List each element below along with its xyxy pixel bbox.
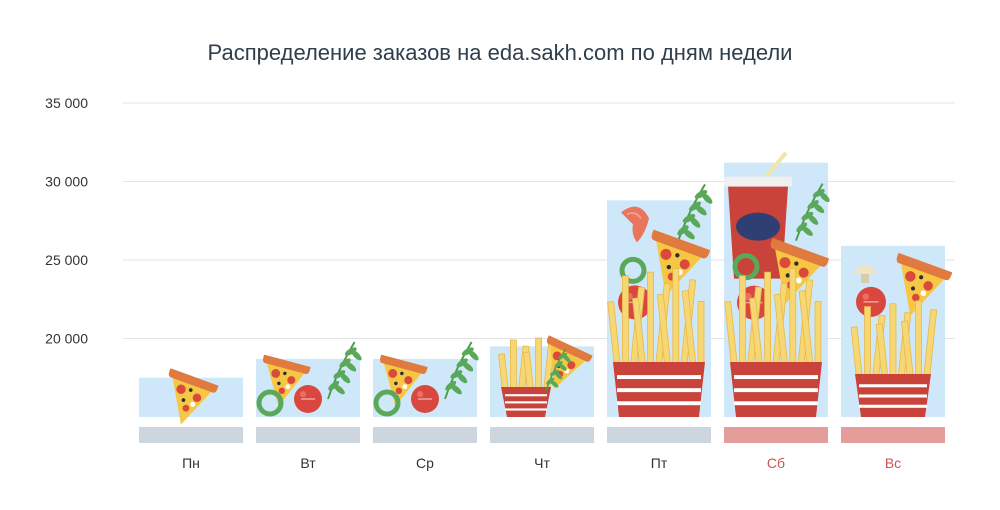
herb-icon [676,183,713,245]
mushroom-icon [852,264,878,283]
x-tick-label: Пт [651,455,668,471]
herb-icon [545,348,571,392]
y-tick-label: 30 000 [45,174,88,190]
bar-illustration [498,335,593,417]
day-base-strip [607,427,711,443]
day-base-strip [256,427,360,443]
food-illustrations [168,151,953,425]
french-fries-icon [724,268,822,417]
day-base-strip [490,427,594,443]
y-tick-label: 35 000 [45,95,88,111]
y-tick-label: 25 000 [45,252,88,268]
tomato-icon [856,286,886,317]
bar-illustration [373,341,479,417]
shrimp-icon [621,206,649,243]
bars [139,162,945,417]
day-base-strips [139,427,945,443]
grid-lines [123,102,955,339]
bar-illustration [850,252,953,417]
bell-pepper-icon [256,389,284,417]
bar-illustration [607,183,713,417]
day-base-strip [373,427,477,443]
herb-icon [795,183,830,241]
herb-icon [444,341,479,400]
day-base-strip [139,427,243,443]
bell-pepper-icon [732,253,760,281]
chart-title: Распределение заказов на eda.sakh.com по… [207,40,793,65]
day-base-strip [724,427,828,443]
x-tick-label: Сб [767,455,785,471]
y-axis-ticks: 20 000 25 000 30 000 35 000 [45,95,88,347]
day-base-strip [841,427,945,443]
french-fries-icon [607,268,705,417]
x-tick-label: Вт [300,455,316,471]
x-tick-label: Вс [885,455,901,471]
herb-icon [327,341,362,400]
tomato-icon [411,385,439,413]
pizza-slice-icon [896,252,953,316]
tomato-icon [294,385,322,413]
bell-pepper-icon [619,256,647,284]
x-tick-label: Ср [416,455,434,471]
pizza-slice-icon [168,368,219,425]
bar-illustration [256,341,362,417]
x-axis-labels: Пн Вт Ср Чт Пт Сб Вс [182,455,901,471]
bell-pepper-icon [373,389,401,417]
bar-illustration [168,368,219,425]
bar-illustration [724,151,830,417]
x-tick-label: Пн [182,455,200,471]
x-tick-label: Чт [534,455,550,471]
y-tick-label: 20 000 [45,331,88,347]
french-fries-icon [850,300,938,417]
french-fries-icon [498,337,555,417]
